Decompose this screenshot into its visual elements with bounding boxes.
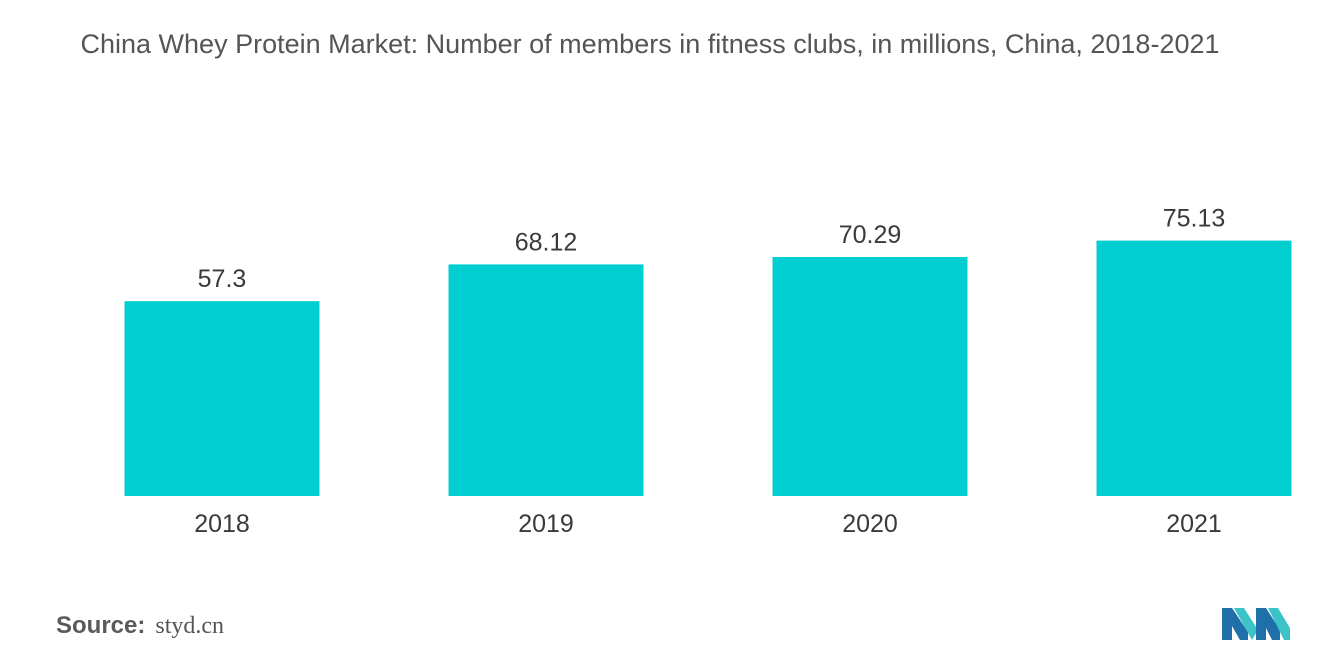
source-label: Source: [56, 612, 146, 639]
source-value: styd.cn [155, 613, 225, 639]
bar-2020 [772, 257, 968, 496]
x-tick-label-2019: 2019 [518, 510, 574, 538]
value-label-2018: 57.3 [198, 265, 247, 293]
source-note: Source: styd.cn [56, 612, 224, 640]
bar-2019 [448, 264, 644, 496]
value-label-2020: 70.29 [839, 221, 902, 249]
x-tick-label-2020: 2020 [842, 510, 898, 538]
chart-title: China Whey Protein Market: Number of mem… [80, 29, 1220, 59]
value-label-2021: 75.13 [1163, 205, 1226, 233]
value-label-2019: 68.12 [515, 228, 578, 256]
bar-2021 [1096, 240, 1292, 496]
x-tick-label-2021: 2021 [1166, 510, 1222, 538]
x-tick-label-2018: 2018 [194, 510, 250, 538]
brand-logo-icon [1222, 608, 1290, 640]
bar-2018 [124, 301, 320, 496]
